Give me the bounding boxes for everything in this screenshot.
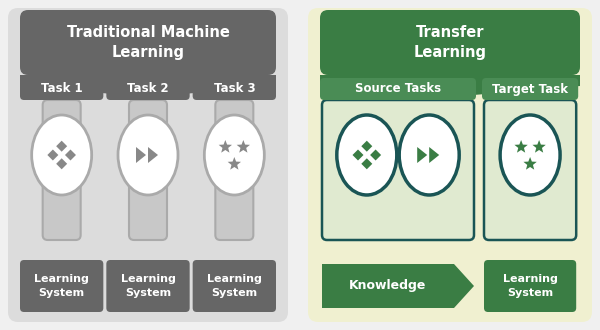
FancyBboxPatch shape: [320, 10, 580, 75]
Ellipse shape: [118, 115, 178, 195]
FancyBboxPatch shape: [193, 78, 276, 100]
FancyBboxPatch shape: [106, 78, 190, 100]
Text: Learning
System: Learning System: [207, 275, 262, 298]
FancyBboxPatch shape: [20, 10, 276, 75]
FancyBboxPatch shape: [320, 78, 476, 100]
Ellipse shape: [205, 115, 265, 195]
Text: Task 2: Task 2: [127, 82, 169, 95]
FancyBboxPatch shape: [322, 100, 474, 240]
Polygon shape: [370, 149, 381, 160]
Ellipse shape: [500, 115, 560, 195]
Polygon shape: [20, 75, 276, 97]
Ellipse shape: [399, 115, 459, 195]
Polygon shape: [56, 158, 67, 169]
FancyBboxPatch shape: [20, 260, 103, 312]
Polygon shape: [361, 158, 372, 169]
FancyBboxPatch shape: [193, 260, 276, 312]
Text: Target Task: Target Task: [492, 82, 568, 95]
Polygon shape: [417, 147, 427, 163]
FancyBboxPatch shape: [129, 100, 167, 240]
Polygon shape: [429, 147, 439, 163]
Polygon shape: [353, 149, 364, 160]
Polygon shape: [47, 149, 58, 160]
FancyBboxPatch shape: [106, 260, 190, 312]
Text: Task 3: Task 3: [214, 82, 255, 95]
FancyBboxPatch shape: [482, 78, 578, 100]
Polygon shape: [218, 140, 232, 153]
Text: Learning
System: Learning System: [34, 275, 89, 298]
FancyBboxPatch shape: [20, 78, 103, 100]
Polygon shape: [56, 141, 67, 152]
Polygon shape: [236, 140, 250, 153]
Text: Learning
System: Learning System: [121, 275, 175, 298]
Polygon shape: [148, 147, 158, 163]
Polygon shape: [361, 141, 372, 152]
FancyBboxPatch shape: [484, 260, 576, 312]
FancyBboxPatch shape: [215, 100, 253, 240]
Polygon shape: [523, 157, 537, 170]
Text: Source Tasks: Source Tasks: [355, 82, 441, 95]
Polygon shape: [136, 147, 146, 163]
Text: Knowledge: Knowledge: [349, 280, 427, 292]
Polygon shape: [514, 140, 528, 153]
Polygon shape: [65, 149, 76, 160]
FancyBboxPatch shape: [43, 100, 80, 240]
Text: Traditional Machine
Learning: Traditional Machine Learning: [67, 25, 229, 60]
Polygon shape: [322, 264, 474, 308]
Text: Learning
System: Learning System: [503, 275, 557, 298]
Polygon shape: [320, 75, 580, 97]
FancyBboxPatch shape: [484, 100, 576, 240]
Polygon shape: [532, 140, 546, 153]
Text: Task 1: Task 1: [41, 82, 82, 95]
FancyBboxPatch shape: [308, 8, 592, 322]
FancyBboxPatch shape: [8, 8, 288, 322]
Polygon shape: [227, 157, 241, 170]
Text: Transfer
Learning: Transfer Learning: [413, 25, 487, 60]
Ellipse shape: [337, 115, 397, 195]
Ellipse shape: [32, 115, 92, 195]
